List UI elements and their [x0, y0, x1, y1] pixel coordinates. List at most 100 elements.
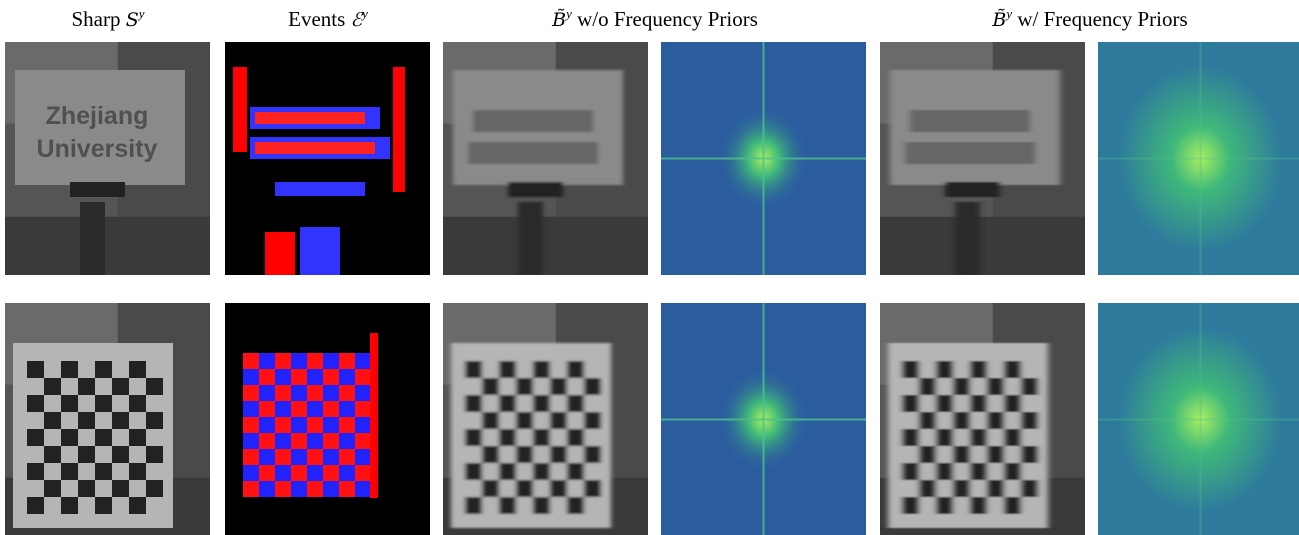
- check-cell: [902, 395, 919, 412]
- check-cell: [465, 463, 482, 480]
- column-header: B̃y w/o Frequency Priors: [552, 6, 758, 32]
- check-cell: [987, 446, 1004, 463]
- check-cell: [1021, 480, 1038, 497]
- check-cell: [482, 378, 499, 395]
- check-cell: [584, 378, 601, 395]
- event-cell: [323, 481, 339, 497]
- event-cell: [275, 433, 291, 449]
- event-cell: [355, 449, 371, 465]
- figure: Sharp Sy Events ℰy B̃y w/o Frequency Pri…: [0, 0, 1299, 535]
- event-cell: [275, 401, 291, 417]
- event-cell: [339, 385, 355, 401]
- check-cell: [146, 480, 163, 497]
- event-cell: [259, 369, 275, 385]
- check-cell: [482, 446, 499, 463]
- check-cell: [936, 497, 953, 514]
- column-header: Sharp Sy: [71, 6, 144, 32]
- check-cell: [936, 463, 953, 480]
- image-panel: [443, 42, 648, 275]
- check-cell: [95, 429, 112, 446]
- check-cell: [499, 463, 516, 480]
- event-cell: [259, 465, 275, 481]
- check-cell: [78, 480, 95, 497]
- event-cell: [259, 433, 275, 449]
- image-panel: [443, 303, 648, 535]
- image-panel: [225, 42, 430, 275]
- check-cell: [567, 395, 584, 412]
- check-cell: [970, 497, 987, 514]
- event-cell: [275, 369, 291, 385]
- image-panel: [1098, 303, 1299, 535]
- event-cell: [243, 481, 259, 497]
- event-cell: [291, 481, 307, 497]
- check-cell: [44, 480, 61, 497]
- check-cell: [78, 412, 95, 429]
- event-cell: [243, 385, 259, 401]
- check-cell: [987, 412, 1004, 429]
- check-cell: [919, 446, 936, 463]
- check-cell: [61, 395, 78, 412]
- event-cell: [355, 385, 371, 401]
- event-cell: [243, 417, 259, 433]
- check-cell: [44, 446, 61, 463]
- event-cell: [291, 449, 307, 465]
- event-cell: [243, 401, 259, 417]
- event-cell: [355, 481, 371, 497]
- check-cell: [27, 361, 44, 378]
- post: [955, 202, 980, 275]
- event-cell: [259, 353, 275, 369]
- check-cell: [112, 446, 129, 463]
- event-cell: [339, 369, 355, 385]
- event-cell: [323, 385, 339, 401]
- event-cell: [291, 369, 307, 385]
- check-cell: [919, 378, 936, 395]
- check-cell: [584, 446, 601, 463]
- check-cell: [499, 395, 516, 412]
- image-panel: [661, 303, 866, 535]
- check-cell: [533, 463, 550, 480]
- sign-text: Zhejiang: [46, 102, 149, 130]
- event-blob: [255, 112, 365, 124]
- check-cell: [146, 412, 163, 429]
- check-cell: [1004, 361, 1021, 378]
- check-cell: [567, 361, 584, 378]
- check-cell: [1004, 497, 1021, 514]
- event-cell: [259, 417, 275, 433]
- event-cell: [307, 401, 323, 417]
- event-cell: [323, 417, 339, 433]
- event-cell: [275, 449, 291, 465]
- event-cell: [339, 417, 355, 433]
- check-cell: [95, 361, 112, 378]
- image-panel: [225, 303, 430, 535]
- check-cell: [27, 497, 44, 514]
- check-cell: [970, 361, 987, 378]
- check-cell: [919, 412, 936, 429]
- event-cell: [275, 353, 291, 369]
- event-cell: [339, 433, 355, 449]
- check-cell: [27, 429, 44, 446]
- check-cell: [465, 429, 482, 446]
- event-cell: [307, 369, 323, 385]
- event-cell: [307, 385, 323, 401]
- check-cell: [533, 395, 550, 412]
- check-cell: [970, 463, 987, 480]
- check-cell: [550, 378, 567, 395]
- event-cell: [307, 449, 323, 465]
- check-cell: [112, 412, 129, 429]
- check-cell: [987, 480, 1004, 497]
- event-blob: [300, 227, 340, 275]
- smudge: [910, 110, 1030, 132]
- event-cell: [291, 401, 307, 417]
- check-cell: [919, 480, 936, 497]
- check-cell: [61, 463, 78, 480]
- event-cell: [243, 369, 259, 385]
- event-cell: [275, 481, 291, 497]
- image-panel: [5, 303, 210, 535]
- image-panel: [1098, 42, 1299, 275]
- check-cell: [1004, 463, 1021, 480]
- check-cell: [112, 480, 129, 497]
- check-cell: [1004, 429, 1021, 446]
- check-cell: [499, 497, 516, 514]
- event-cell: [307, 465, 323, 481]
- check-cell: [27, 463, 44, 480]
